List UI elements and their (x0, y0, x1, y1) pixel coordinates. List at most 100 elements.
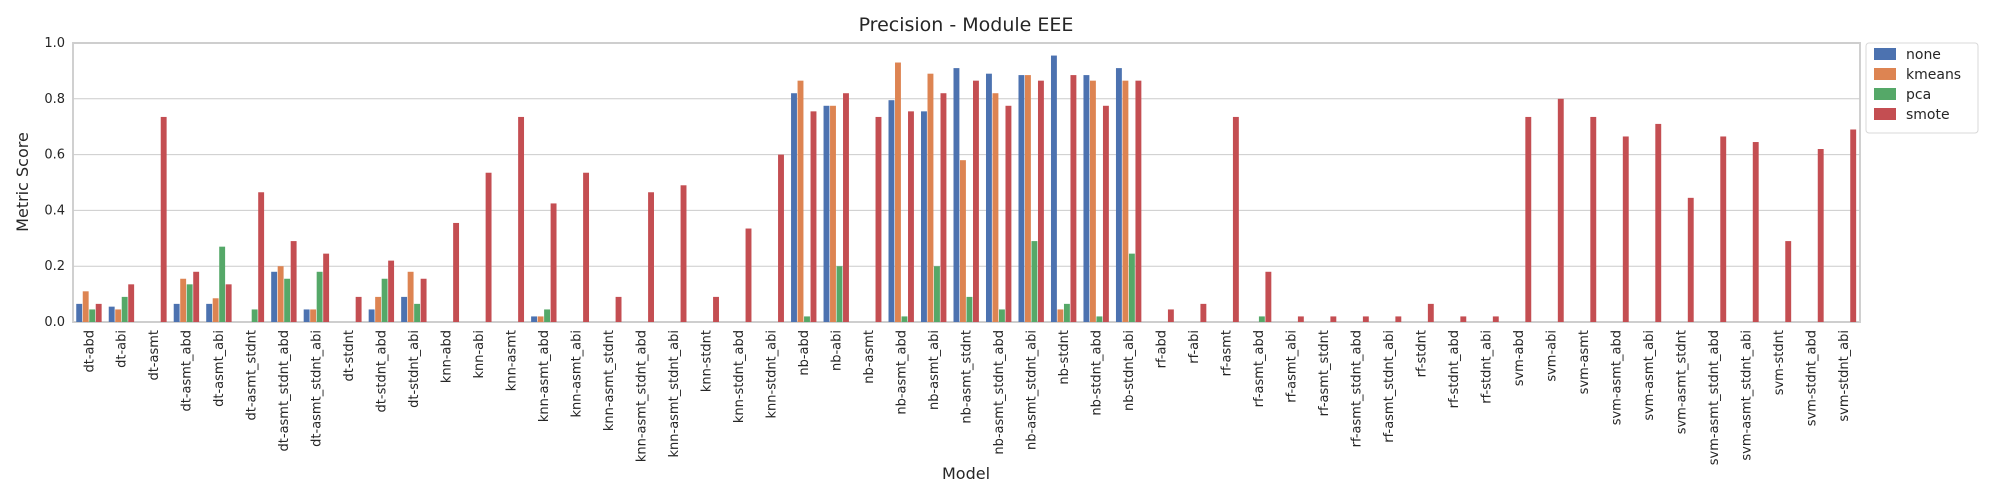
bar-smote (1460, 316, 1467, 322)
bar-kmeans (277, 266, 284, 322)
y-tick-label: 0.4 (44, 203, 65, 218)
bar-none (368, 309, 375, 322)
bar-smote (160, 116, 167, 322)
y-axis-title: Metric Score (13, 132, 32, 232)
bar-pca (901, 316, 908, 322)
x-tick-label: dt-asmt_stdnt (245, 330, 260, 421)
bar-kmeans (992, 93, 999, 322)
y-tick-label: 1.0 (44, 36, 65, 51)
bar-smote (420, 278, 427, 322)
x-tick-label: rf-asmt_stdnt_abd (1349, 330, 1364, 447)
bar-kmeans (1057, 309, 1064, 322)
bar-kmeans (1089, 80, 1096, 322)
bar-smote (258, 192, 265, 322)
bar-smote (648, 192, 654, 322)
x-tick-label: rf-abi (1187, 330, 1202, 364)
bar-smote (940, 93, 947, 322)
bar-smote (1752, 142, 1759, 322)
y-tick-label: 0.2 (44, 259, 65, 274)
bar-smote (1070, 75, 1077, 322)
bar-none (401, 296, 408, 322)
y-tick-label: 0.6 (44, 148, 65, 163)
bar-none (173, 303, 180, 322)
bar-kmeans (537, 316, 544, 322)
x-tick-label: nb-asmt_abd (895, 330, 910, 415)
x-tick-label: rf-asmt_stdnt_abi (1382, 330, 1397, 443)
bar-kmeans (115, 309, 122, 322)
x-tick-label: rf-stdnt_abi (1479, 330, 1494, 404)
bar-none (531, 316, 538, 322)
x-tick-label: svm-asmt (1577, 330, 1592, 394)
bar-kmeans (1024, 75, 1031, 322)
bar-smote (1687, 197, 1694, 322)
bar-smote (323, 253, 330, 322)
bar-smote (1297, 316, 1304, 322)
bar-smote (1395, 316, 1402, 322)
x-axis-title: Model (942, 464, 990, 483)
bar-smote (485, 172, 492, 322)
bar-none (271, 271, 278, 322)
x-tick-label: knn-stdnt_abi (765, 330, 780, 419)
x-tick-label: nb-abi (830, 330, 845, 371)
bar-none (1018, 75, 1025, 322)
bar-smote (388, 260, 395, 322)
x-tick-label: knn-asmt (505, 330, 520, 391)
bar-smote (550, 203, 557, 322)
bar-pca (966, 296, 973, 322)
x-tick-label: dt-stdnt_abd (375, 330, 390, 412)
x-tick-label: svm-asmt_abi (1642, 330, 1657, 421)
bar-smote (875, 116, 882, 322)
x-tick-label: rf-asmt_stdnt (1317, 330, 1332, 416)
bar-pca (1063, 303, 1070, 322)
legend-swatch-pca (1874, 88, 1896, 100)
bars (76, 55, 1857, 323)
bar-kmeans (797, 80, 804, 322)
x-tick-label: knn-asmt_stdnt_abd (635, 330, 650, 462)
bar-kmeans (895, 62, 901, 322)
bar-kmeans (375, 296, 382, 322)
bar-smote (1200, 303, 1207, 322)
x-tick-label: knn-stdnt_abd (732, 330, 747, 423)
bar-smote (1785, 241, 1792, 322)
bar-smote (1362, 316, 1369, 322)
bar-smote (290, 241, 297, 322)
bar-pca (121, 296, 128, 322)
x-tick-label: svm-asmt_stdnt_abd (1707, 330, 1722, 465)
bar-smote (1427, 303, 1434, 322)
bar-smote (1232, 116, 1239, 322)
x-tick-label: nb-stdnt (1057, 330, 1072, 385)
bar-smote (1005, 105, 1012, 322)
x-tick-label: rf-asmt_abi (1284, 330, 1299, 403)
bar-none (823, 105, 830, 322)
legend-label-pca: pca (1906, 87, 1931, 103)
bar-kmeans (407, 271, 414, 322)
bar-none (1083, 75, 1090, 322)
x-tick-label: nb-asmt_stdnt_abi (1024, 330, 1039, 450)
x-tick-label: dt-abd (82, 330, 97, 373)
bar-kmeans (960, 160, 966, 322)
legend-label-none: none (1906, 47, 1941, 63)
bar-smote (1817, 149, 1824, 322)
bar-pca (251, 309, 258, 322)
x-tick-label: rf-abd (1154, 330, 1169, 368)
bar-smote (1492, 316, 1499, 322)
x-tick-label: nb-stdnt_abd (1089, 330, 1104, 416)
bar-none (953, 68, 960, 322)
legend-swatch-none (1874, 48, 1896, 60)
x-tick-label: dt-asmt_abd (180, 330, 195, 412)
bar-kmeans (927, 73, 934, 322)
bar-pca (1096, 316, 1103, 322)
bar-pca (219, 246, 226, 322)
x-tick-label: knn-abi (472, 330, 487, 379)
x-tick-label: dt-asmt_abi (212, 330, 227, 407)
bar-smote (778, 154, 784, 322)
legend-swatch-kmeans (1874, 68, 1896, 80)
bar-pca (804, 316, 810, 322)
bar-pca (1031, 241, 1038, 322)
bar-none (206, 303, 213, 322)
bar-smote (193, 271, 200, 322)
x-tick-label: nb-asmt_abi (927, 330, 942, 410)
legend-swatch-smote (1874, 108, 1896, 120)
bar-pca (836, 266, 843, 322)
